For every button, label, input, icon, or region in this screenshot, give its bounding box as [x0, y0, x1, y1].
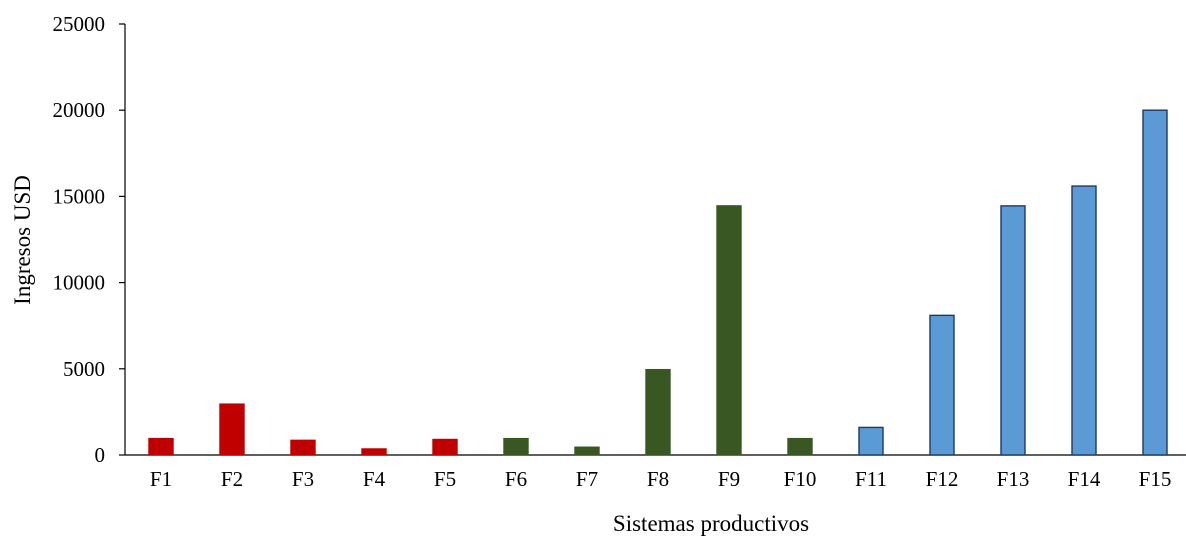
x-tick-label: F5: [434, 467, 456, 491]
x-tick-label: F11: [855, 467, 887, 491]
x-axis: F1 F2 F3 F4 F5 F6 F7 F8 F9 F10 F11 F12 F13 F14 F15: [125, 454, 1186, 491]
bar-f2: [219, 403, 245, 456]
x-tick-label: F8: [647, 467, 669, 491]
x-tick-label: F15: [1139, 467, 1172, 491]
y-tick-label: 10000: [53, 271, 106, 295]
bar-f7: [574, 446, 600, 456]
bar-f3: [290, 439, 316, 456]
x-tick-label: F7: [576, 467, 598, 491]
bar-f4: [361, 448, 387, 456]
y-axis: 0 5000 10000 15000 20000 25000: [53, 12, 126, 467]
x-tick-label: F13: [997, 467, 1030, 491]
x-tick-label: F10: [784, 467, 817, 491]
bar-f1: [148, 437, 174, 456]
y-tick-label: 25000: [53, 12, 106, 36]
x-tick-label: F14: [1068, 467, 1101, 491]
bar-f12: [929, 314, 955, 456]
bars: [148, 109, 1168, 456]
bar-f14: [1071, 185, 1097, 456]
x-axis-title: Sistemas productivos: [613, 511, 809, 536]
bar-f6: [503, 437, 529, 456]
bar-f9: [716, 205, 742, 456]
y-axis-title: Ingresos USD: [10, 175, 35, 305]
x-tick-label: F9: [718, 467, 740, 491]
y-tick-label: 5000: [63, 357, 105, 381]
bar-f5: [432, 438, 458, 456]
x-tick-label: F2: [221, 467, 243, 491]
bar-f8: [645, 368, 671, 456]
x-tick-label: F3: [292, 467, 314, 491]
x-tick-label: F12: [926, 467, 959, 491]
y-tick-label: 15000: [53, 184, 106, 208]
y-tick-label: 0: [95, 443, 106, 467]
x-tick-label: F6: [505, 467, 527, 491]
bar-f11: [858, 426, 884, 456]
bar-f13: [1000, 205, 1026, 456]
bar-f15: [1142, 109, 1168, 456]
y-tick-label: 20000: [53, 98, 106, 122]
x-tick-label: F4: [363, 467, 386, 491]
bar-f10: [787, 437, 813, 456]
x-tick-label: F1: [150, 467, 172, 491]
